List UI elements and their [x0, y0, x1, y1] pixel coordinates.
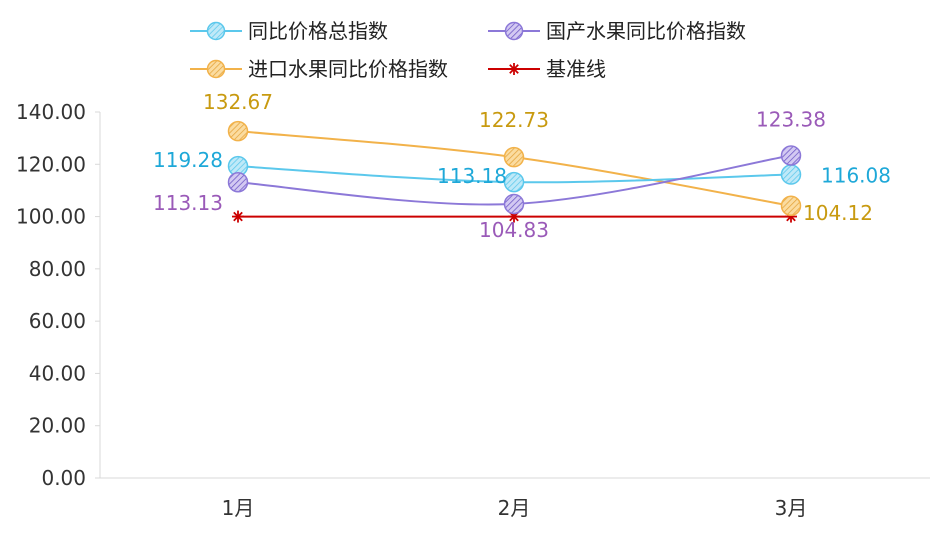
y-tick-label: 60.00	[29, 309, 86, 333]
legend-label: 同比价格总指数	[248, 19, 388, 43]
data-label: 123.38	[756, 107, 826, 131]
data-label: 113.13	[153, 191, 223, 215]
y-tick-label: 80.00	[29, 257, 86, 281]
x-tick-label: 3月	[775, 496, 808, 520]
x-tick-label: 2月	[498, 496, 531, 520]
y-tick-label: 100.00	[16, 205, 86, 229]
y-ticks: 0.00 20.00 40.00 60.00 80.00 100.00 120.00 140.…	[16, 100, 100, 490]
baseline-point	[232, 210, 244, 223]
axes: 0.00 20.00 40.00 60.00 80.00 100.00 120.00 140.…	[16, 100, 930, 520]
data-labels: 132.67 122.73 104.12 119.28 113.18 116.08 113.…	[153, 90, 891, 242]
data-label: 104.12	[803, 201, 873, 225]
y-tick-label: 120.00	[16, 152, 86, 176]
legend-label: 国产水果同比价格指数	[546, 19, 746, 43]
series-point-1	[227, 171, 249, 193]
y-tick-label: 40.00	[29, 361, 86, 385]
legend-label: 进口水果同比价格指数	[248, 57, 448, 81]
series-point-2	[227, 120, 249, 142]
legend-marker	[504, 21, 524, 41]
series-point-1	[503, 193, 525, 215]
series-point-0	[780, 164, 802, 185]
data-label: 122.73	[479, 108, 549, 132]
series-point-1	[780, 145, 802, 166]
x-tick-label: 1月	[222, 496, 255, 520]
legend-marker	[509, 64, 519, 74]
legend-item: 基准线	[488, 57, 606, 81]
legend-marker	[206, 21, 226, 41]
data-label: 116.08	[821, 164, 891, 188]
legend-item: 进口水果同比价格指数	[190, 57, 448, 81]
series-point-2	[780, 195, 802, 217]
legend-marker	[206, 59, 226, 79]
legend-item: 同比价格总指数	[190, 19, 388, 43]
y-tick-label: 20.00	[29, 414, 86, 438]
plot-area	[227, 120, 802, 223]
legend-label: 基准线	[546, 57, 606, 81]
legend-item: 国产水果同比价格指数	[488, 19, 746, 43]
series-point-2	[503, 146, 525, 168]
data-label: 132.67	[203, 90, 273, 114]
data-label: 104.83	[479, 218, 549, 242]
y-tick-label: 140.00	[16, 100, 86, 124]
data-label: 113.18	[437, 164, 507, 188]
data-label: 119.28	[153, 148, 223, 172]
x-ticks: 1月 2月 3月	[222, 496, 808, 520]
series-point-0	[503, 171, 525, 193]
y-tick-label: 0.00	[41, 466, 86, 490]
